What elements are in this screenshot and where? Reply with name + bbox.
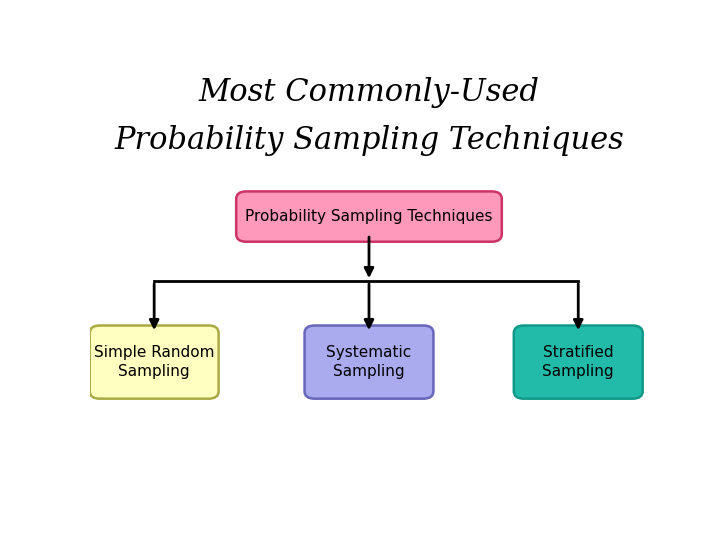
FancyBboxPatch shape [305, 326, 433, 399]
FancyBboxPatch shape [514, 326, 643, 399]
Text: Probability Sampling Techniques: Probability Sampling Techniques [246, 209, 492, 224]
FancyBboxPatch shape [236, 191, 502, 242]
Text: Systematic
Sampling: Systematic Sampling [326, 345, 412, 380]
FancyBboxPatch shape [90, 326, 219, 399]
Text: Stratified
Sampling: Stratified Sampling [542, 345, 614, 380]
Text: Most Commonly-Used: Most Commonly-Used [199, 77, 539, 109]
Text: Simple Random
Sampling: Simple Random Sampling [94, 345, 215, 380]
Text: Probability Sampling Techniques: Probability Sampling Techniques [114, 125, 624, 156]
